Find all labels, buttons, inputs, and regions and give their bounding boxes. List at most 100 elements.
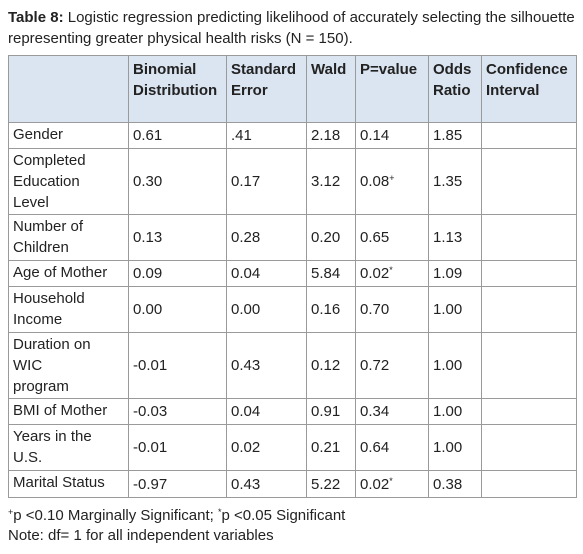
header-text: P=value [360,61,418,78]
cell: 0.72 [355,332,429,399]
cell: 0.28 [226,214,307,261]
row-label-text: Income [13,311,63,328]
cell-value: -0.01 [133,357,168,374]
cell-value: 0.14 [360,127,390,144]
cell: 1.13 [428,214,482,261]
cell: 1.09 [428,260,482,287]
row-label-text: Gender [13,126,64,143]
cell: 0.17 [226,148,307,215]
cell: 0.04 [226,260,307,287]
footnote-marks: +p <0.10 Marginally Significant; *p <0.0… [8,506,345,526]
cell-value: 0.00 [133,301,163,318]
header-text: Interval [486,82,540,99]
caption-label: Table 8: [8,9,64,26]
cell-value: 0.20 [311,229,341,246]
cell-value: 0.00 [231,301,261,318]
cell [481,398,577,425]
row-label: Age of Mother [8,260,129,287]
cell: 0.02* [355,470,429,498]
cell-value: 2.18 [311,127,341,144]
table: Binomial Distribution Standard Error Wald P=v… [8,55,577,498]
cell-value: 0.72 [360,357,390,374]
cell: 0.08+ [355,148,429,215]
row: Gender 0.61 .41 2.18 0.14 1.85 [8,122,577,149]
cell: -0.03 [128,398,227,425]
row-label: Duration on WIC program [8,332,129,399]
footnote-mark: * [217,507,222,517]
cell: 1.00 [428,286,482,333]
cell: 0.14 [355,122,429,149]
cell: 0.09 [128,260,227,287]
cell-value: 5.22 [311,475,341,493]
cell: 1.35 [428,148,482,215]
row-label-text: Number of [13,218,84,235]
cell: 2.18 [306,122,356,149]
row: Household Income 0.00 0.00 0.16 0.70 1.00 [8,286,577,333]
caption: Table 8: Logistic regression predicting … [8,7,578,49]
cell: 1.85 [428,122,482,149]
cell: 0.13 [128,214,227,261]
row-label-text: Completed [13,152,86,169]
header-cell [8,55,129,123]
cell: 0.38 [428,470,482,498]
cell: 5.22 [306,470,356,498]
cell: 1.00 [428,332,482,399]
row-label: Completed Education Level [8,148,129,215]
cell-value: 1.35 [433,173,463,190]
cell: 0.64 [355,424,429,471]
cell-value: 0.13 [133,229,163,246]
cell-value: 0.91 [311,403,341,420]
cell: 0.02* [355,260,429,287]
header-cell: P=value [355,55,429,123]
caption-text: Logistic regression predicting likelihoo… [8,9,575,47]
significance-mark: + [389,173,395,183]
cell: 0.65 [355,214,429,261]
significance-mark: * [389,265,393,275]
row-label-text: U.S. [13,449,43,466]
row-label-text: program [13,378,69,395]
header-text: Wald [311,61,347,78]
cell-value: 0.02 [231,439,261,456]
cell: 0.00 [128,286,227,333]
cell: 0.02 [226,424,307,471]
row-label: Household Income [8,286,129,333]
header-text: Odds [433,61,472,78]
row-label: Marital Status [8,470,129,498]
cell: 0.91 [306,398,356,425]
cell: 5.84 [306,260,356,287]
cell-value: 0.21 [311,439,341,456]
row-label-text: Level [13,194,49,211]
row-label-text: WIC [13,357,43,374]
cell-value: 0.02 [360,475,390,493]
row: Age of Mother 0.09 0.04 5.84 0.02* 1.09 [8,260,577,287]
cell-value: 3.12 [311,173,341,190]
cell-value: 0.70 [360,301,390,318]
cell-value: 0.61 [133,127,163,144]
cell-value: .41 [231,127,252,144]
cell: 0.43 [226,332,307,399]
cell-value: 0.65 [360,229,390,246]
cell-value: 0.09 [133,265,163,282]
header-text: Error [231,82,268,99]
cell [481,148,577,215]
cell: 0.16 [306,286,356,333]
cell [481,470,577,498]
cell-value: 0.64 [360,439,390,456]
cell-value: 1.85 [433,127,463,144]
cell: -0.01 [128,332,227,399]
row-label: Gender [8,122,129,149]
cell-value: 0.38 [433,475,463,493]
row: BMI of Mother -0.03 0.04 0.91 0.34 1.00 [8,398,577,425]
cell-value: 0.43 [231,357,261,374]
header-row: Binomial Distribution Standard Error Wald P=v… [8,55,577,123]
row-label-text: Household [13,290,85,307]
cell [481,286,577,333]
cell-value: 1.09 [433,265,463,282]
row: Years in the U.S. -0.01 0.02 0.21 0.64 1.00 [8,424,577,471]
footnotes: +p <0.10 Marginally Significant; *p <0.0… [8,506,345,546]
header-cell: Confidence Interval [481,55,577,123]
cell: 3.12 [306,148,356,215]
cell: 1.00 [428,398,482,425]
cell: 0.12 [306,332,356,399]
